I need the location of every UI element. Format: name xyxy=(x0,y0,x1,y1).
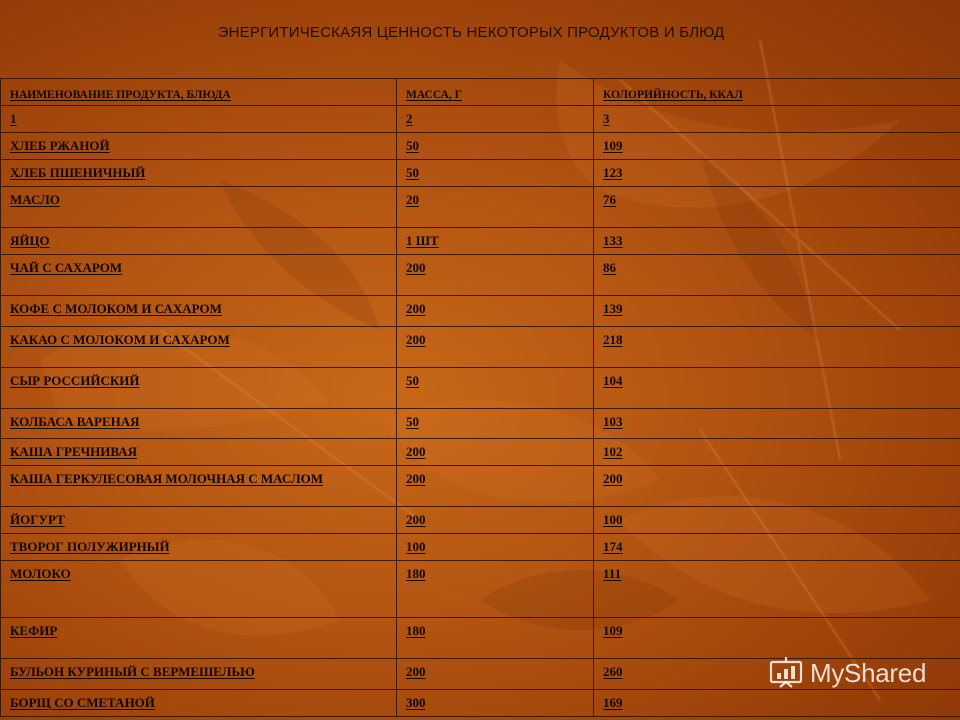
calories-cell: 102 xyxy=(593,438,960,466)
energy-value-table: НАИМЕНОВАНИЕ ПРОДУКТА, БЛЮДА МАССА, Г КО… xyxy=(0,78,960,717)
table-row: ТВОРОГ ПОЛУЖИРНЫЙ 100 174 xyxy=(0,533,960,561)
table-row: МАСЛО 20 76 xyxy=(0,186,960,228)
table-row: КЕФИР 180 109 xyxy=(0,617,960,659)
header-mass: МАССА, Г xyxy=(396,78,594,106)
product-cell: КОЛБАСА ВАРЕНАЯ xyxy=(0,408,397,439)
mass-cell: 180 xyxy=(396,560,594,618)
table-row: ЯЙЦО 1 ШТ 133 xyxy=(0,227,960,255)
mass-cell: 200 xyxy=(396,658,594,690)
header-calories: КОЛОРИЙНОСТЬ, ККАЛ xyxy=(593,78,960,106)
calories-cell: 109 xyxy=(593,617,960,659)
product-cell: ХЛЕБ ПШЕНИЧНЫЙ xyxy=(0,159,397,187)
product-cell: КОФЕ С МОЛОКОМ И САХАРОМ xyxy=(0,295,397,327)
header-product-name: НАИМЕНОВАНИЕ ПРОДУКТА, БЛЮДА xyxy=(0,78,397,106)
calories-cell: 103 xyxy=(593,408,960,439)
calories-cell: 100 xyxy=(593,506,960,534)
calories-cell: 169 xyxy=(593,689,960,717)
mass-cell: 200 xyxy=(396,295,594,327)
mass-cell: 20 xyxy=(396,186,594,228)
calories-cell: 104 xyxy=(593,367,960,409)
mass-cell: 200 xyxy=(396,438,594,466)
product-cell: КЕФИР xyxy=(0,617,397,659)
calories-cell: 218 xyxy=(593,326,960,368)
mass-cell: 200 xyxy=(396,254,594,296)
table-row: КОФЕ С МОЛОКОМ И САХАРОМ 200 139 xyxy=(0,295,960,327)
product-cell: ТВОРОГ ПОЛУЖИРНЫЙ xyxy=(0,533,397,561)
mass-cell: 1 ШТ xyxy=(396,227,594,255)
product-cell: ЧАЙ С САХАРОМ xyxy=(0,254,397,296)
product-cell: ХЛЕБ РЖАНОЙ xyxy=(0,132,397,160)
mass-cell: 2 xyxy=(396,105,594,133)
table-header-row: НАИМЕНОВАНИЕ ПРОДУКТА, БЛЮДА МАССА, Г КО… xyxy=(0,78,960,106)
product-cell: МАСЛО xyxy=(0,186,397,228)
presentation-board-icon xyxy=(769,657,803,688)
calories-cell: 174 xyxy=(593,533,960,561)
calories-cell: 133 xyxy=(593,227,960,255)
product-cell: ЯЙЦО xyxy=(0,227,397,255)
calories-cell: 200 xyxy=(593,465,960,507)
product-cell: 1 xyxy=(0,105,397,133)
table-row: ХЛЕБ ПШЕНИЧНЫЙ 50 123 xyxy=(0,159,960,187)
mass-cell: 50 xyxy=(396,367,594,409)
table-row: БУЛЬОН КУРИНЫЙ С ВЕРМЕШЕЛЬЮ 200 260 xyxy=(0,658,960,690)
table-row: СЫР РОССИЙСКИЙ 50 104 xyxy=(0,367,960,409)
table-row: ХЛЕБ РЖАНОЙ 50 109 xyxy=(0,132,960,160)
product-cell: КАША ГЕРКУЛЕСОВАЯ МОЛОЧНАЯ С МАСЛОМ xyxy=(0,465,397,507)
watermark-text: MyShared xyxy=(810,658,927,688)
product-cell: КАКАО С МОЛОКОМ И САХАРОМ xyxy=(0,326,397,368)
table-row: КОЛБАСА ВАРЕНАЯ 50 103 xyxy=(0,408,960,439)
mass-cell: 50 xyxy=(396,159,594,187)
calories-cell: 76 xyxy=(593,186,960,228)
product-cell: БУЛЬОН КУРИНЫЙ С ВЕРМЕШЕЛЬЮ xyxy=(0,658,397,690)
calories-cell: 3 xyxy=(593,105,960,133)
mass-cell: 50 xyxy=(396,408,594,439)
calories-cell: 109 xyxy=(593,132,960,160)
mass-cell: 200 xyxy=(396,506,594,534)
table-row: ЙОГУРТ 200 100 xyxy=(0,506,960,534)
mass-cell: 50 xyxy=(396,132,594,160)
calories-cell: 111 xyxy=(593,560,960,618)
calories-cell: 123 xyxy=(593,159,960,187)
slide-title: ЭНЕРГИТИЧЕСКАЯЯ ЦЕННОСТЬ НЕКОТОРЫХ ПРОДУ… xyxy=(217,24,725,41)
table-row: КАКАО С МОЛОКОМ И САХАРОМ 200 218 xyxy=(0,326,960,368)
table-row: КАША ГРЕЧНИВАЯ 200 102 xyxy=(0,438,960,466)
table-row: МОЛОКО 180 111 xyxy=(0,560,960,618)
table-row: 1 2 3 xyxy=(0,105,960,133)
calories-cell: 86 xyxy=(593,254,960,296)
product-cell: БОРЩ СО СМЕТАНОЙ xyxy=(0,689,397,717)
mass-cell: 100 xyxy=(396,533,594,561)
calories-cell: 139 xyxy=(593,295,960,327)
product-cell: КАША ГРЕЧНИВАЯ xyxy=(0,438,397,466)
myshared-watermark: MyShared xyxy=(768,656,948,690)
mass-cell: 200 xyxy=(396,326,594,368)
calories-cell: 260 xyxy=(593,658,960,690)
table-row: БОРЩ СО СМЕТАНОЙ 300 169 xyxy=(0,689,960,717)
product-cell: МОЛОКО xyxy=(0,560,397,618)
table-row: ЧАЙ С САХАРОМ 200 86 xyxy=(0,254,960,296)
mass-cell: 200 xyxy=(396,465,594,507)
product-cell: СЫР РОССИЙСКИЙ xyxy=(0,367,397,409)
table-row: КАША ГЕРКУЛЕСОВАЯ МОЛОЧНАЯ С МАСЛОМ 200 … xyxy=(0,465,960,507)
product-cell: ЙОГУРТ xyxy=(0,506,397,534)
mass-cell: 300 xyxy=(396,689,594,717)
mass-cell: 180 xyxy=(396,617,594,659)
